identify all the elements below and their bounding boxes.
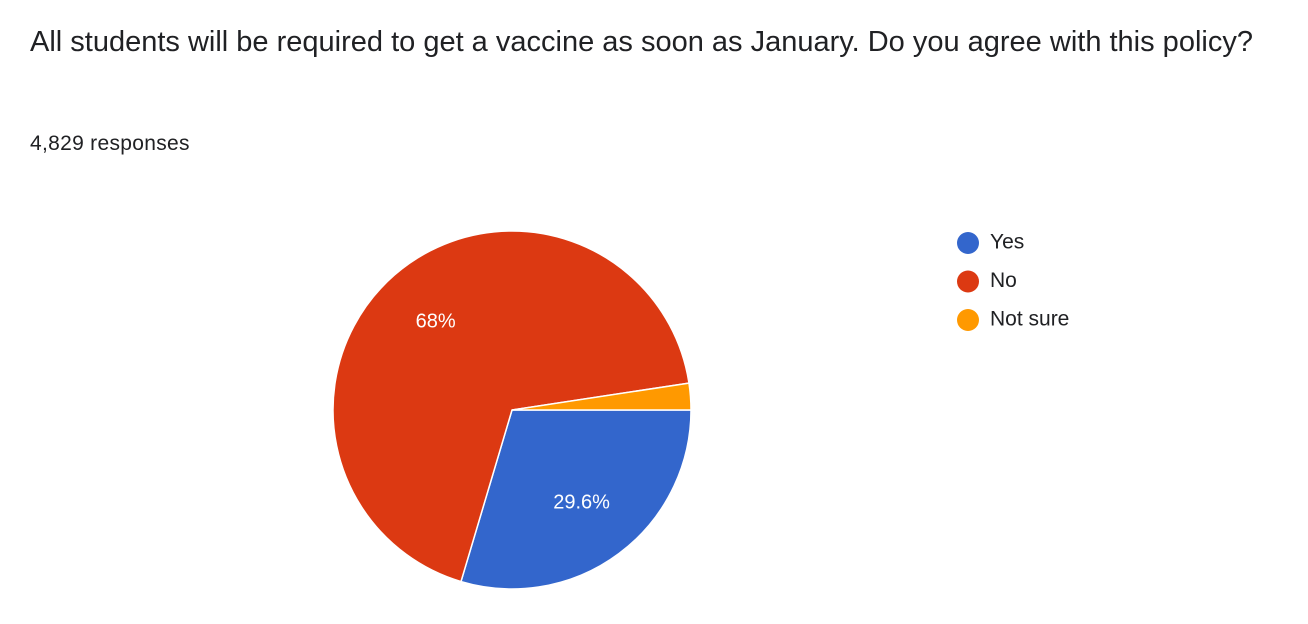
pie-slice — [460, 409, 692, 590]
legend-swatch — [957, 309, 979, 331]
slice-label: 68% — [416, 311, 456, 333]
legend-label: No — [990, 269, 1017, 292]
legend-label: Not sure — [990, 308, 1069, 331]
chart-title: All students will be required to get a v… — [30, 26, 1253, 58]
response-count: 4,829 responses — [30, 132, 190, 155]
pie-slice — [511, 382, 692, 411]
legend-swatch — [957, 270, 979, 293]
legend-label: Yes — [990, 231, 1024, 254]
pie-slice — [332, 230, 690, 583]
legend-swatch — [957, 232, 979, 254]
slice-label: 29.6% — [553, 492, 610, 514]
